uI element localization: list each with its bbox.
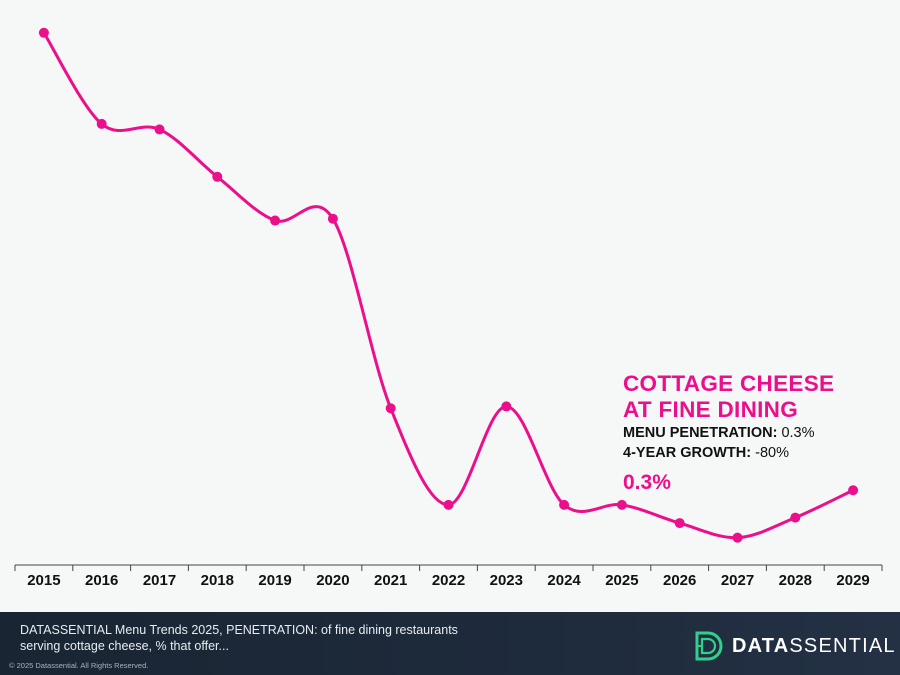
chart-area: 2015 2016 2017 2018 2019 2020 2021 2022 2023 2024… (14, 27, 893, 589)
series-line-group (42, 31, 855, 540)
x-tick-label-2017: 2017 (143, 572, 176, 589)
growth-row: 4-YEAR GROWTH: -80% (623, 444, 893, 463)
penetration-row: MENU PENETRATION: 0.3% (623, 424, 893, 443)
logo-text-strong: DATA (732, 634, 790, 657)
x-tick-label-2023: 2023 (490, 572, 523, 589)
data-point-2019 (270, 215, 281, 226)
data-point-2016 (96, 118, 107, 129)
data-point-2027 (732, 532, 743, 543)
data-point-2023 (501, 401, 512, 412)
footer: DATASSENTIAL Menu Trends 2025, PENETRATI… (0, 612, 900, 675)
growth-value: -80% (755, 445, 789, 461)
logo-text-light: SSENTIAL (789, 634, 896, 657)
x-tick-label-2019: 2019 (258, 572, 291, 589)
x-tick-label-2024: 2024 (547, 572, 581, 589)
line-chart: 2015 2016 2017 2018 2019 2020 2021 2022 2023 2024… (14, 27, 883, 589)
footer-source-text: DATASSENTIAL Menu Trends 2025, PENETRATI… (20, 623, 458, 653)
data-point-2022 (443, 499, 454, 510)
x-tick-label-2028: 2028 (779, 572, 812, 589)
data-point-2018 (212, 171, 223, 182)
series-line (42, 31, 855, 540)
data-points (38, 27, 859, 543)
x-tick-label-2015: 2015 (27, 572, 60, 589)
datassential-logo: DATASSENTIAL (694, 630, 896, 662)
x-tick-label-2026: 2026 (663, 572, 696, 589)
x-tick-label-2016: 2016 (85, 572, 118, 589)
data-point-2029 (848, 485, 859, 496)
data-point-2021 (385, 403, 396, 414)
logo-wordmark: DATASSENTIAL (732, 635, 896, 658)
x-tick-label-2022: 2022 (432, 572, 465, 589)
annotation-title-line-2: AT FINE DINING (623, 397, 799, 422)
data-point-2017 (154, 124, 165, 135)
data-point-2025 (616, 499, 627, 510)
data-point-2026 (674, 518, 685, 529)
x-tick-label-2027: 2027 (721, 572, 754, 589)
x-tick-label-2029: 2029 (836, 572, 869, 589)
penetration-label: MENU PENETRATION: (623, 425, 778, 441)
x-tick-label-2025: 2025 (605, 572, 638, 589)
datassential-d-icon (695, 631, 723, 661)
footer-copyright: © 2025 Datassential. All Rights Reserved… (9, 661, 149, 670)
data-point-2015 (38, 27, 49, 38)
x-tick-label-2021: 2021 (374, 572, 407, 589)
chart-annotation: COTTAGE CHEESE AT FINE DINING MENU PENET… (623, 371, 893, 495)
x-tick-label-2018: 2018 (201, 572, 234, 589)
data-point-2024 (559, 499, 570, 510)
data-point-2028 (790, 512, 801, 523)
growth-label: 4-YEAR GROWTH: (623, 445, 752, 461)
x-axis (14, 564, 883, 571)
annotation-title-line-1: COTTAGE CHEESE (623, 371, 835, 396)
penetration-value: 0.3% (781, 425, 815, 441)
annotation-big-value: 0.3% (623, 471, 671, 494)
x-tick-label-2020: 2020 (316, 572, 349, 589)
data-point-2020 (327, 213, 338, 224)
x-tick-labels: 2015 2016 2017 2018 2019 2020 2021 2022 2023 2024… (27, 572, 870, 589)
